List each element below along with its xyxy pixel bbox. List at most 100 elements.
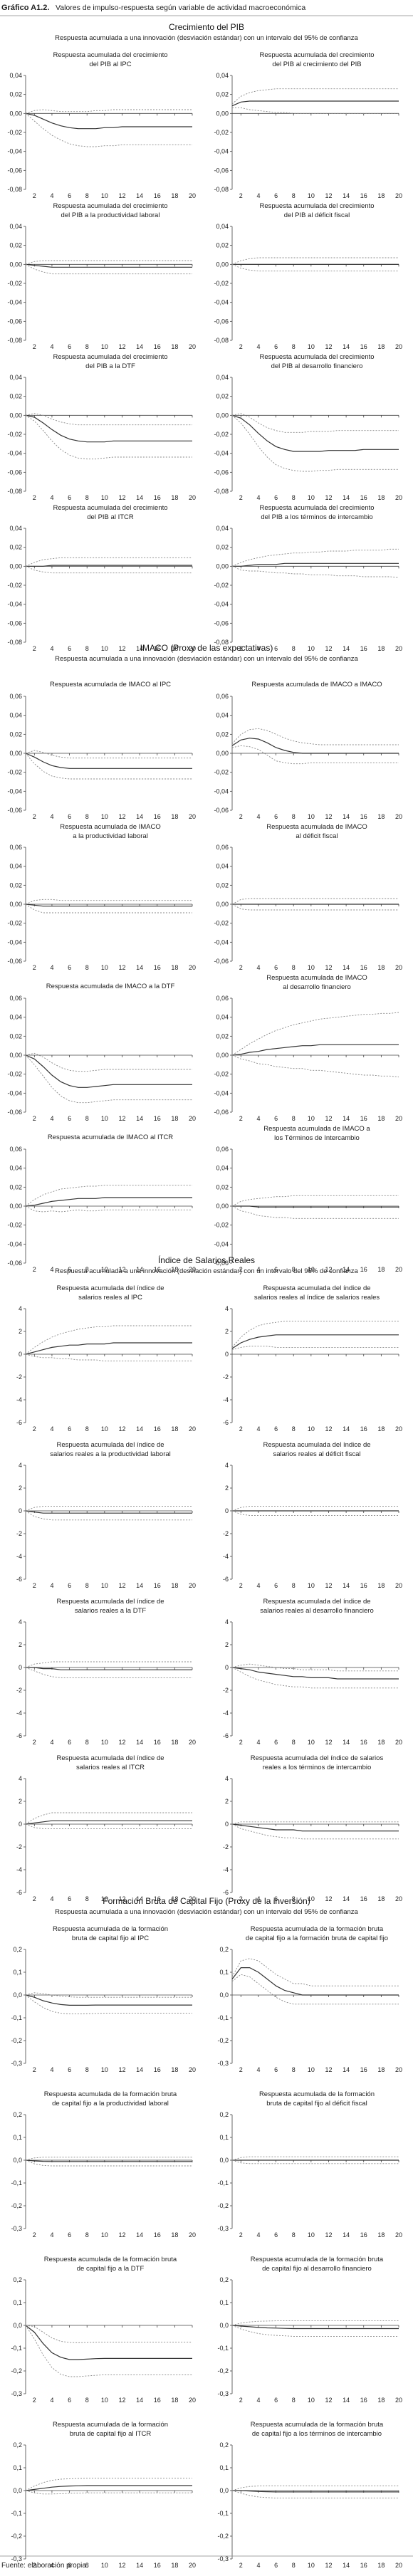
- x-tick-label: 8: [292, 2066, 296, 2073]
- x-tick-label: 10: [308, 1582, 315, 1589]
- x-tick-label: 12: [118, 1739, 125, 1746]
- x-tick-label: 20: [395, 1266, 402, 1273]
- section-title: Formación Bruta de Capital Fijo (Proxy d…: [103, 1896, 310, 1906]
- x-tick-label: 12: [118, 1266, 125, 1273]
- x-tick-label: 4: [50, 1739, 53, 1746]
- x-tick-label: 8: [292, 813, 296, 820]
- confidence-band-line: [231, 413, 399, 433]
- y-tick-label: -0,1: [11, 2345, 22, 2352]
- y-tick-label: 0,04: [9, 525, 22, 532]
- y-tick-label: -0,06: [214, 1260, 229, 1267]
- y-tick-label: 0,00: [216, 1052, 229, 1059]
- y-tick-label: -6: [223, 1732, 229, 1739]
- x-tick-label: 6: [68, 645, 71, 652]
- y-tick-label: -0,3: [11, 2390, 22, 2397]
- x-tick-label: 4: [50, 192, 53, 199]
- x-tick-label: 16: [154, 645, 161, 652]
- y-tick-label: -0,06: [7, 807, 22, 814]
- y-tick-label: -2: [16, 1530, 22, 1537]
- x-tick-label: 6: [274, 2397, 278, 2404]
- x-tick-label: 8: [292, 1425, 296, 1433]
- x-tick-label: 10: [101, 964, 108, 971]
- y-tick-label: 0,02: [216, 91, 229, 98]
- confidence-band-line: [231, 1205, 399, 1219]
- x-tick-label: 8: [292, 1266, 296, 1273]
- panel-title: Respuesta acumulada de la formación: [53, 1925, 168, 1933]
- x-tick-label: 10: [308, 1425, 315, 1433]
- x-tick-label: 12: [118, 2231, 125, 2239]
- panel-5: Respuesta acumulada del índice desalario…: [16, 1598, 196, 1746]
- panel-title: Respuesta acumulada del índice de: [263, 1598, 370, 1606]
- y-tick-label: 4: [19, 1305, 22, 1312]
- x-tick-label: 18: [171, 1895, 178, 1902]
- x-tick-label: 16: [360, 2397, 367, 2404]
- x-tick-label: 2: [33, 192, 36, 199]
- section-1: Crecimiento del PIB Respuesta acumulada a…: [7, 22, 402, 652]
- confidence-band-line: [231, 2156, 399, 2161]
- x-tick-label: 10: [308, 813, 315, 820]
- y-tick-label: 0,02: [9, 91, 22, 98]
- y-tick-label: 0,00: [9, 901, 22, 908]
- x-tick-label: 12: [325, 1115, 332, 1122]
- confidence-band-line: [231, 1667, 399, 1689]
- panel-5: Respuesta acumulada de la formación brut…: [11, 2256, 196, 2404]
- x-tick-label: 20: [189, 2397, 196, 2404]
- confidence-band-line: [25, 1052, 192, 1072]
- x-tick-label: 18: [171, 964, 178, 971]
- x-tick-label: 10: [308, 2397, 315, 2404]
- x-tick-label: 12: [118, 343, 125, 350]
- x-tick-label: 14: [343, 813, 350, 820]
- x-tick-label: 20: [189, 192, 196, 199]
- y-tick-label: -0,02: [214, 431, 229, 438]
- x-tick-label: 18: [377, 964, 385, 971]
- y-tick-label: 0,1: [13, 2299, 22, 2306]
- panel-title: Respuesta acumulada del crecimiento: [53, 202, 167, 210]
- x-tick-label: 10: [101, 1739, 108, 1746]
- confidence-band-line: [25, 263, 192, 275]
- impulse-response-line: [231, 1334, 399, 1349]
- panel-1: Respuesta acumulada del crecimiento del P…: [7, 51, 196, 199]
- x-tick-label: 8: [292, 964, 296, 971]
- x-tick-label: 16: [154, 192, 161, 199]
- y-tick-label: -0,2: [11, 2533, 22, 2540]
- x-tick-label: 16: [360, 2562, 367, 2569]
- confidence-band-line: [231, 1663, 399, 1672]
- x-tick-label: 10: [308, 1895, 315, 1902]
- x-tick-label: 14: [343, 1115, 350, 1122]
- x-tick-label: 10: [308, 494, 315, 501]
- y-tick-label: 2: [19, 1641, 22, 1648]
- x-tick-label: 6: [274, 192, 278, 199]
- panel-3: Respuesta acumulada del índice desalario…: [16, 1441, 196, 1589]
- panel-4: Respuesta acumulada de la formación bruta…: [217, 2090, 402, 2239]
- impulse-response-line: [25, 112, 192, 130]
- x-tick-label: 18: [171, 1115, 178, 1122]
- x-tick-label: 10: [101, 494, 108, 501]
- impulse-response-line: [26, 1667, 192, 1670]
- y-tick-label: -6: [16, 1419, 22, 1426]
- x-tick-label: 20: [395, 1895, 402, 1902]
- x-tick-label: 16: [360, 813, 367, 820]
- x-tick-label: 16: [154, 1582, 161, 1589]
- x-tick-label: 18: [377, 813, 385, 820]
- y-tick-label: 0,0: [219, 1991, 229, 1999]
- x-tick-label: 14: [136, 1266, 143, 1273]
- y-tick-label: -0,08: [7, 488, 22, 495]
- panel-title: al déficit fiscal: [296, 832, 338, 840]
- x-tick-label: 20: [189, 2231, 196, 2239]
- figure-label: Gráfico A1.2.: [1, 4, 49, 12]
- x-tick-label: 6: [68, 2562, 71, 2569]
- y-tick-label: -0,04: [7, 299, 22, 306]
- y-tick-label: 0,00: [216, 261, 229, 268]
- y-tick-label: -0,06: [214, 468, 229, 476]
- x-tick-label: 14: [136, 494, 143, 501]
- y-tick-label: -0,1: [11, 2179, 22, 2187]
- y-tick-label: 0,00: [9, 412, 22, 419]
- x-tick-label: 6: [68, 1895, 71, 1902]
- y-tick-label: -4: [16, 1710, 22, 1717]
- y-tick-label: 0,1: [13, 2464, 22, 2471]
